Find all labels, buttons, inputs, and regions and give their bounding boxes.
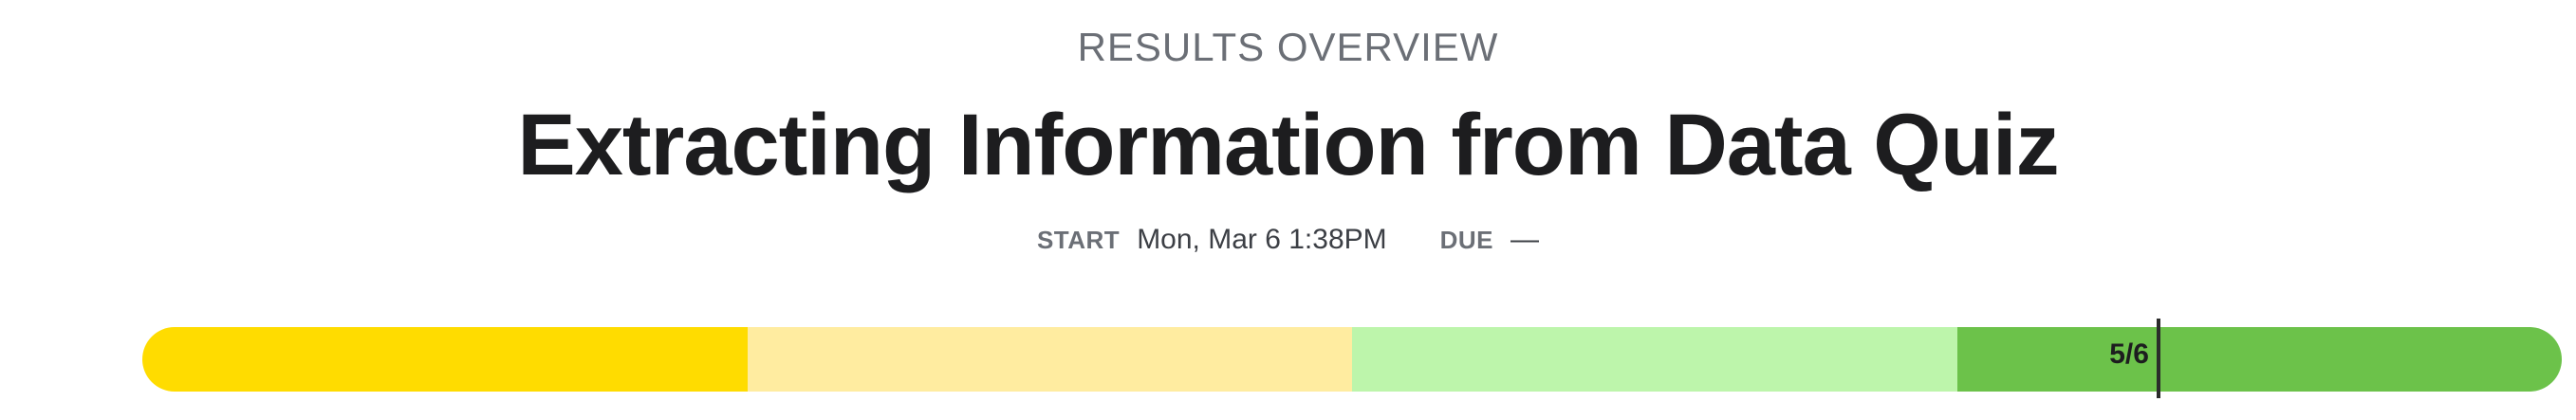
score-progress-bar: [142, 327, 2562, 392]
progress-segment-1: [142, 327, 748, 392]
score-marker: [2156, 319, 2160, 398]
results-overview-label: RESULTS OVERVIEW: [1077, 25, 1499, 69]
quiz-meta: START Mon, Mar 6 1:38PM DUE —: [0, 224, 2576, 256]
due-label: DUE: [1439, 226, 1494, 254]
progress-segment-2: [747, 327, 1352, 392]
start-value: Mon, Mar 6 1:38PM: [1137, 224, 1387, 255]
score-label: 5/6: [2109, 338, 2149, 370]
progress-segment-4: [1956, 327, 2562, 392]
start-label: START: [1036, 226, 1121, 254]
page-title: Extracting Information from Data Quiz: [517, 97, 2059, 193]
progress-segment-3: [1352, 327, 1957, 392]
due-value: —: [1510, 224, 1540, 255]
